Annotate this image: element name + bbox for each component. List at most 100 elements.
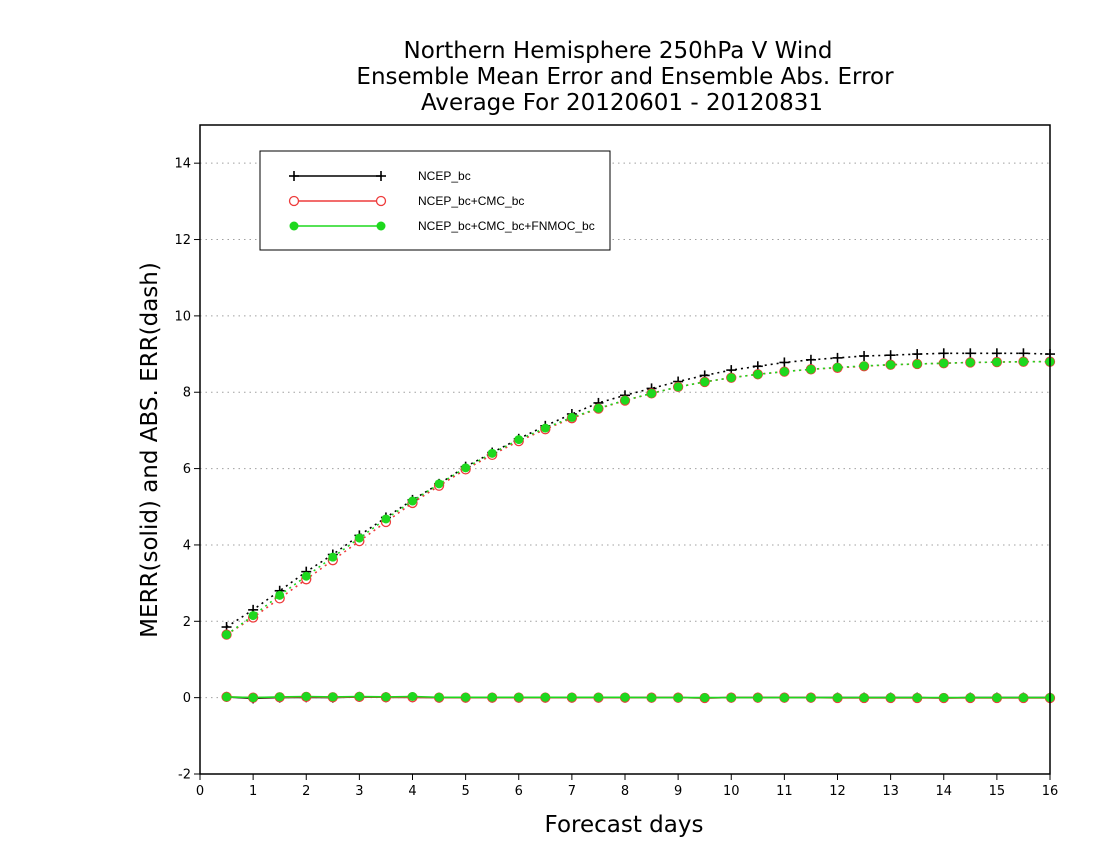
mean-error-point: [354, 692, 364, 702]
abs-error-point: [593, 403, 603, 413]
series-2: [222, 357, 1055, 703]
x-tick-label: 6: [515, 784, 523, 799]
chart-title: Northern Hemisphere 250hPa V Wind Ensemb…: [356, 38, 894, 116]
abs-error-point: [381, 514, 391, 524]
mean-error-point: [487, 692, 497, 702]
legend-marker-right: [376, 221, 386, 231]
mean-error-point: [620, 692, 630, 702]
abs-error-point: [885, 350, 896, 361]
x-tick-label: 5: [461, 784, 469, 799]
x-tick-label: 8: [621, 784, 629, 799]
mean-error-line: [226, 695, 1050, 699]
legend-marker-left: [288, 195, 300, 207]
abs-error-point: [301, 571, 311, 581]
mean-error-point: [965, 693, 975, 703]
y-axis-ticks: -2 0 2 4 6 8 10 12 14: [174, 157, 200, 783]
abs-error-point: [859, 350, 870, 361]
x-tick-label: 4: [408, 784, 416, 799]
legend-item: NCEP_bc+CMC_bc: [288, 194, 524, 208]
x-tick-label: 10: [723, 784, 740, 799]
abs-error-point: [726, 373, 736, 383]
y-tick-label: 12: [174, 233, 191, 248]
x-tick-label: 15: [989, 784, 1006, 799]
y-tick-label: 10: [174, 309, 191, 324]
legend-label: NCEP_bc+CMC_bc: [418, 194, 524, 208]
mean-error-point: [726, 693, 736, 703]
abs-error-point: [938, 348, 949, 359]
abs-error-point: [1018, 357, 1028, 367]
legend-marker-left: [289, 171, 299, 181]
mean-error-point: [301, 692, 311, 702]
abs-error-line: [226, 360, 1050, 636]
abs-error-point: [540, 423, 550, 433]
series-1: [221, 356, 1056, 704]
x-tick-label: 7: [568, 784, 576, 799]
y-axis-label: MERR(solid) and ABS. ERR(dash): [137, 262, 163, 638]
mean-error-point: [328, 692, 338, 702]
mean-error-point: [461, 692, 471, 702]
legend-item: NCEP_bc+CMC_bc+FNMOC_bc: [289, 219, 595, 233]
mean-error-point: [408, 692, 417, 702]
legend: NCEP_bc NCEP_bc+CMC_bc NCEP_bc+CMC_bc+FNMO…: [259, 150, 611, 251]
abs-error-point: [487, 448, 497, 458]
title-line-2: Ensemble Mean Error and Ensemble Abs. Er…: [356, 64, 894, 90]
abs-error-point: [620, 395, 630, 405]
mean-error-point: [248, 693, 258, 703]
title-line-3: Average For 20120601 - 20120831: [421, 90, 823, 116]
mean-error-point: [514, 692, 524, 702]
mean-error-point: [673, 693, 683, 703]
mean-error-point: [700, 693, 710, 703]
mean-error-point: [779, 693, 789, 703]
x-tick-label: 14: [935, 784, 952, 799]
legend-marker-right: [375, 195, 387, 207]
abs-error-point: [833, 362, 842, 372]
mean-error-point: [540, 692, 550, 702]
x-tick-label: 1: [249, 784, 257, 799]
x-tick-label: 13: [882, 784, 899, 799]
abs-error-point: [965, 357, 975, 367]
series-0: [221, 348, 1055, 704]
abs-error-point: [408, 496, 417, 506]
mean-error-point: [222, 692, 232, 702]
mean-error-point: [593, 692, 603, 702]
x-axis-ticks: 0 1 2 3 4 5 6 7 8 9 10 11 12 13 14 15 16: [196, 774, 1058, 799]
mean-error-point: [381, 692, 391, 702]
y-tick-label: 0: [183, 691, 191, 706]
abs-error-point: [647, 388, 657, 398]
mean-error-point: [886, 693, 896, 703]
x-tick-label: 3: [355, 784, 363, 799]
y-tick-label: 6: [183, 462, 191, 477]
mean-error-point: [806, 693, 816, 703]
abs-error-point: [700, 377, 710, 387]
mean-error-point: [1018, 693, 1028, 703]
x-tick-label: 12: [829, 784, 846, 799]
mean-error-point: [753, 693, 763, 703]
abs-error-point: [991, 348, 1002, 359]
abs-error-point: [912, 359, 922, 369]
plot-frame: [199, 124, 1051, 775]
abs-error-point: [805, 354, 816, 365]
legend-item: NCEP_bc: [289, 169, 471, 183]
y-tick-label: 2: [183, 615, 191, 630]
mean-error-point: [567, 692, 577, 702]
abs-error-point: [461, 463, 471, 473]
abs-error-point: [859, 361, 869, 371]
legend-label: NCEP_bc: [418, 169, 471, 183]
abs-error-point: [434, 479, 444, 489]
title-line-1: Northern Hemisphere 250hPa V Wind: [404, 38, 833, 64]
abs-error-point: [806, 364, 816, 374]
series-group: [221, 348, 1056, 704]
abs-error-point: [514, 435, 524, 445]
x-tick-label: 11: [776, 784, 793, 799]
y-tick-label: 14: [174, 157, 191, 172]
abs-error-point: [939, 358, 949, 368]
mean-error-point: [992, 693, 1002, 703]
mean-error-point: [434, 692, 444, 702]
x-tick-label: 0: [196, 784, 204, 799]
abs-error-point: [992, 357, 1002, 367]
y-tick-label: -2: [178, 768, 191, 783]
abs-error-point: [673, 382, 683, 392]
abs-error-point: [912, 349, 923, 360]
abs-error-line: [226, 360, 1050, 636]
abs-error-point: [965, 348, 976, 359]
